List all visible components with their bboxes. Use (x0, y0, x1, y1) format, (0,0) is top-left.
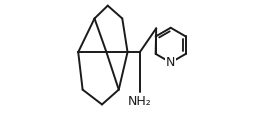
Text: N: N (166, 56, 175, 69)
Text: NH₂: NH₂ (128, 95, 152, 108)
